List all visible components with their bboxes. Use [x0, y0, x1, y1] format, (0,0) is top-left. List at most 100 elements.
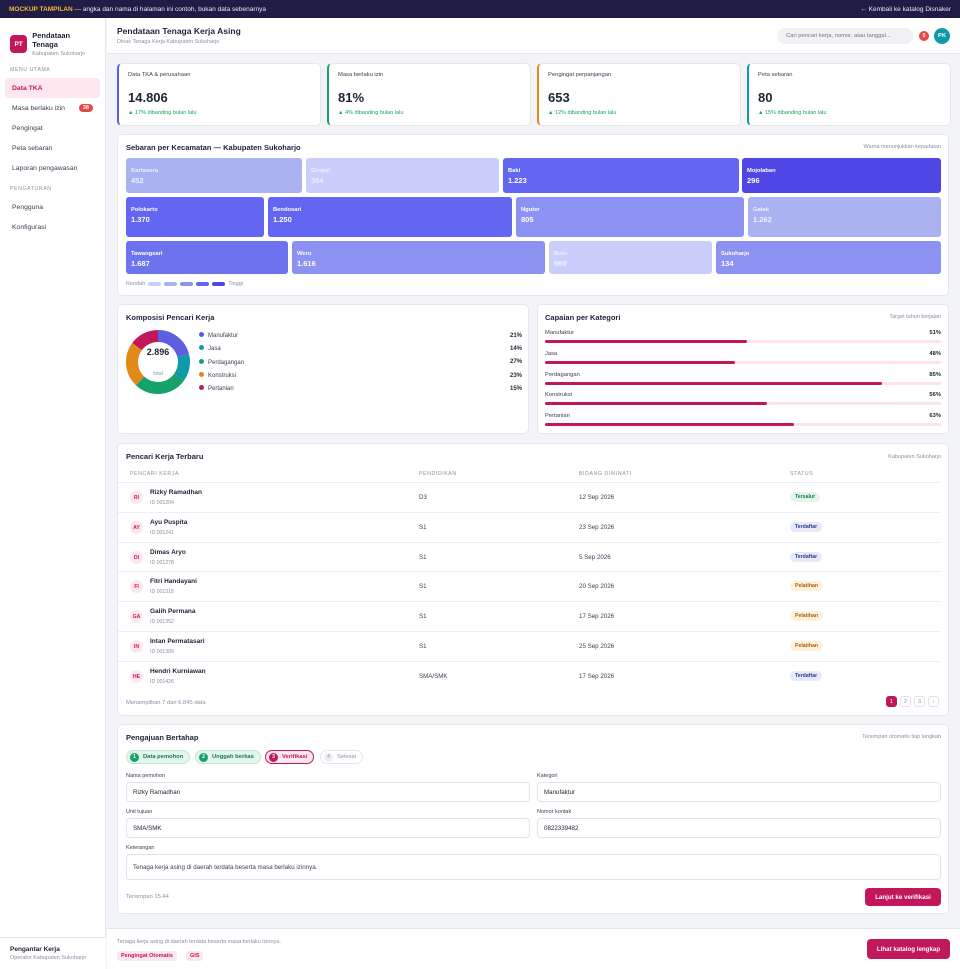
search-input[interactable]: [777, 27, 913, 44]
bar-pct: 85%: [929, 372, 941, 378]
step-unggah-berkas[interactable]: 2 Unggah berkas: [195, 750, 261, 764]
contact-field[interactable]: [537, 818, 941, 838]
district-tile-nguter[interactable]: Nguter 805: [516, 197, 744, 237]
achievement-card: [537, 304, 949, 434]
district-name: Polokarto: [131, 207, 158, 213]
applicant-name-field[interactable]: [126, 782, 530, 802]
kpi-card-masa-berlaku: Masa berlaku izin 81% ▲ 4% dibanding bul…: [327, 63, 531, 126]
notification-icon[interactable]: 5: [919, 30, 929, 41]
table-row[interactable]: FI Fitri Handayani ID 001315 S1 20 Sep 2026 P…: [118, 571, 941, 601]
bar-fill: [545, 340, 747, 343]
bar-label: Pertanian: [545, 413, 570, 419]
field-label-keterangan: Keterangan: [126, 845, 155, 851]
district-value: 296: [747, 176, 760, 185]
user-role: Pengantar Kerja: [10, 946, 60, 953]
seeker-name: Hendri Kurniawan: [150, 668, 206, 675]
district-tile-gatak[interactable]: Gatak 1.262: [748, 197, 941, 237]
district-value: 134: [721, 259, 734, 268]
category-field[interactable]: [537, 782, 941, 802]
footer-text: Tenaga kerja asing di daerah terdata bes…: [117, 939, 281, 945]
legend-label: Manufaktur: [208, 333, 239, 340]
legend-pct: 15%: [509, 385, 522, 392]
kpi-delta: ▲ 4% dibanding bulan lalu: [338, 110, 404, 116]
legend-item: Konstruksi 23%: [199, 369, 522, 382]
district-tile-grogol[interactable]: Grogol 354: [306, 158, 499, 193]
sidebar-item-pengguna[interactable]: Pengguna: [5, 197, 100, 217]
district-tile-baki[interactable]: Baki 1.223: [503, 158, 739, 193]
status-badge: Terdaftar: [790, 522, 823, 532]
step-verifikasi[interactable]: 3 Verifikasi: [265, 750, 315, 764]
district-tile-bulu[interactable]: Bulu 980: [549, 241, 712, 274]
back-to-catalog-link[interactable]: ← Kembali ke katalog Disnaker: [860, 5, 951, 13]
district-tile-sukoharjo[interactable]: Sukoharjo 134: [716, 241, 941, 274]
page-subtitle: Dinas Tenaga Kerja Kabupaten Sukoharjo: [117, 39, 220, 45]
education: D3: [419, 494, 427, 501]
donut-slice-konstruksi: [126, 330, 190, 394]
kpi-value: 80: [758, 90, 773, 105]
sidebar-item-pengingat[interactable]: Pengingat: [5, 118, 100, 138]
legend-swatch: [212, 282, 226, 286]
table-row[interactable]: DI Dimas Aryo ID 001278 S1 5 Sep 2026 Terdaft…: [118, 542, 941, 572]
bar-label: Jasa: [545, 351, 558, 357]
brand: PT Pendataan Tenaga Kabupaten Sukoharjo: [0, 18, 105, 58]
seeker-id: ID 001204: [150, 500, 174, 506]
achievement-title: Capaian per Kategori: [545, 313, 621, 322]
donut-total-label: total: [153, 371, 163, 377]
field-label-nama: Nama pemohon: [126, 773, 166, 779]
legend-swatch: [148, 282, 162, 286]
nav-section-settings: PENGATURAN: [10, 186, 52, 192]
nav-section-main: MENU UTAMA: [10, 67, 51, 73]
composition-title: Komposisi Pencari Kerja: [126, 313, 215, 322]
legend-item: Manufaktur 21%: [199, 329, 522, 342]
sidebar-item-peta-sebaran[interactable]: Peta sebaran: [5, 138, 100, 158]
sidebar: PT Pendataan Tenaga Kabupaten Sukoharjo …: [0, 18, 106, 969]
page-1-button[interactable]: 1: [886, 696, 897, 707]
step-data-pemohon[interactable]: 1 Data pemohon: [126, 750, 191, 764]
note-field[interactable]: [126, 854, 941, 880]
seeker-name: Rizky Ramadhan: [150, 489, 203, 496]
district-tile-weru[interactable]: Weru 1.616: [292, 241, 545, 274]
table-row[interactable]: RI Rizky Ramadhan ID 001204 D3 12 Sep 2026 Te…: [118, 482, 941, 512]
district-tile-mojolaban[interactable]: Mojolaban 296: [742, 158, 941, 193]
legend-label: Konstruksi: [208, 373, 237, 380]
view-catalog-button[interactable]: Lihat katalog lengkap: [867, 939, 950, 959]
table-hint: Kabupaten Sukoharjo: [888, 454, 941, 460]
donut-total: 2.896: [146, 347, 170, 357]
map-hint: Warna menunjukkan kepadatan: [863, 144, 941, 150]
kpi-delta: ▲ 15% dibanding bulan lalu: [758, 110, 827, 116]
progress-bar-perdagangan: Perdagangan 85%: [545, 372, 941, 392]
avatar[interactable]: PK: [934, 27, 950, 44]
district-tile-bendosari[interactable]: Bendosari 1.250: [268, 197, 512, 237]
legend-swatch: [180, 282, 194, 286]
district-name: Baki: [508, 168, 521, 174]
district-name: Nguter: [521, 207, 540, 213]
district-name: Kartasura: [131, 168, 159, 174]
table-row[interactable]: IN Intan Permatasari ID 001389 S1 25 Sep 202…: [118, 631, 941, 661]
sidebar-item-konfigurasi[interactable]: Konfigurasi: [5, 217, 100, 237]
education: S1: [419, 643, 427, 650]
sidebar-item-laporan[interactable]: Laporan pengawasan: [5, 158, 100, 178]
sidebar-item-masa-berlaku[interactable]: Masa berlaku izin 38: [5, 98, 100, 118]
district-tile-polokarto[interactable]: Polokarto 1.370: [126, 197, 264, 237]
district-tile-kartasura[interactable]: Kartasura 452: [126, 158, 302, 193]
page-3-button[interactable]: 3: [914, 696, 925, 707]
district-tile-tawangsari[interactable]: Tawangsari 1.687: [126, 241, 288, 274]
table-row[interactable]: AY Ayu Puspita ID 001241 S1 23 Sep 2026 Terda…: [118, 512, 941, 542]
district-name: Bulu: [554, 251, 567, 257]
district-value: 980: [554, 259, 567, 268]
avatar: FI: [130, 580, 143, 593]
status-badge: Pelatihan: [790, 641, 824, 651]
mockup-banner: MOCKUP TAMPILAN — angka dan nama di hala…: [0, 0, 960, 18]
page-title: Pendataan Tenaga Kerja Asing: [117, 26, 241, 36]
sidebar-item-data-tka[interactable]: Data TKA: [5, 78, 100, 98]
unit-field[interactable]: [126, 818, 530, 838]
sidebar-item-label: Konfigurasi: [12, 223, 47, 231]
step-selesai[interactable]: 4 Selesai: [320, 750, 364, 764]
next-page-button[interactable]: ›: [928, 696, 939, 707]
next-verification-button[interactable]: Lanjut ke verifikasi: [865, 888, 941, 906]
table-row[interactable]: HE Hendri Kurniawan ID 001426 SMA/SMK 17 Sep…: [118, 661, 941, 691]
legend-low-label: Rendah: [126, 281, 146, 287]
page-2-button[interactable]: 2: [900, 696, 911, 707]
table-row[interactable]: GA Galih Permana ID 001352 S1 17 Sep 2026 Pel…: [118, 601, 941, 631]
district-name: Gatak: [753, 207, 770, 213]
